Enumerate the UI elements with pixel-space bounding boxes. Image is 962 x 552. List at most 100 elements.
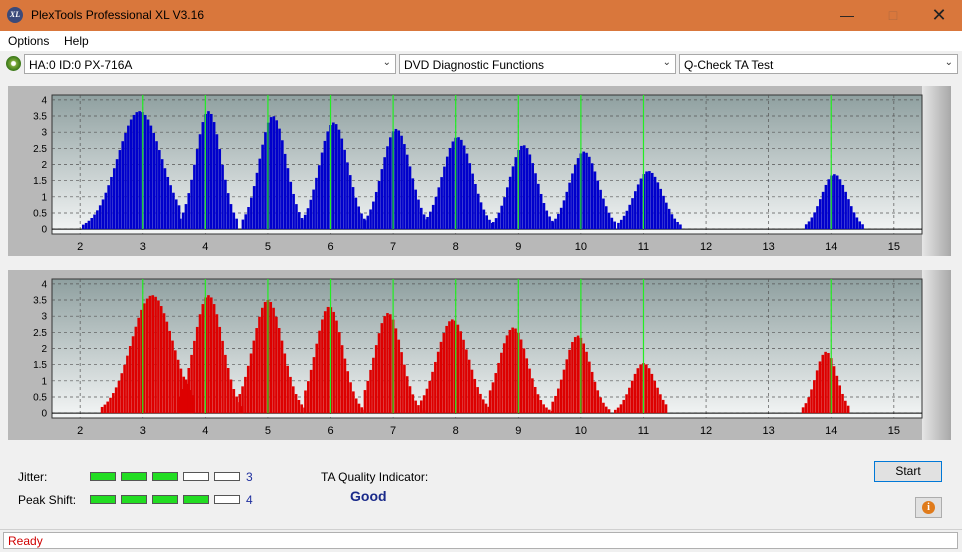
status-text: Ready: [8, 534, 43, 548]
histogram-bar: [224, 354, 227, 414]
histogram-bar: [369, 209, 372, 230]
histogram-bar: [272, 116, 276, 230]
histogram-bar: [593, 381, 597, 414]
histogram-bar: [275, 316, 278, 414]
histogram-bar: [502, 343, 506, 414]
histogram-bar: [397, 130, 401, 230]
histogram-bar: [631, 198, 634, 230]
histogram-bar: [394, 328, 398, 414]
histogram-bar: [833, 174, 836, 230]
x-tick-label: 9: [515, 425, 521, 437]
histogram-bar: [450, 319, 454, 414]
status-box: Ready: [3, 532, 958, 549]
histogram-bar: [143, 303, 146, 414]
histogram-bar: [511, 166, 515, 230]
histogram-bar: [112, 168, 116, 230]
histogram-bar: [292, 193, 295, 230]
histogram-bar: [659, 394, 662, 414]
histogram-bar: [143, 114, 147, 230]
histogram-bar: [613, 221, 616, 230]
x-tick-label: 13: [763, 241, 775, 253]
histogram-bar: [505, 335, 509, 414]
histogram-bar: [630, 380, 634, 414]
histogram-bar: [301, 219, 304, 230]
histogram-bar: [190, 179, 193, 230]
histogram-bar: [838, 179, 842, 230]
histogram-bar: [388, 137, 392, 230]
histogram-bar: [824, 351, 827, 414]
histogram-bar: [363, 220, 367, 230]
title-bar: XL PlexTools Professional XL V3.16 — □ ✕: [0, 0, 962, 31]
histogram-bar: [494, 373, 498, 414]
histogram-bar: [187, 193, 191, 230]
histogram-bar: [174, 199, 178, 230]
histogram-bar: [297, 212, 301, 230]
histogram-bar: [405, 376, 409, 414]
histogram-bar: [280, 340, 284, 414]
histogram-bar: [434, 196, 438, 230]
histogram-bar: [488, 390, 492, 414]
histogram-bar: [568, 182, 571, 230]
x-tick-label: 12: [700, 425, 712, 437]
histogram-bar: [212, 122, 216, 230]
histogram-bar: [818, 361, 822, 414]
maximize-icon[interactable]: □: [888, 7, 898, 23]
histogram-bar: [363, 390, 367, 414]
histogram-bar: [315, 343, 319, 414]
y-tick-label: 1: [41, 376, 47, 387]
histogram-bar: [676, 221, 679, 230]
histogram-bar: [168, 330, 171, 414]
histogram-bar: [593, 171, 597, 230]
histogram-bar: [419, 400, 423, 414]
test-select-value: Q-Check TA Test: [684, 58, 774, 72]
menu-help[interactable]: Help: [64, 34, 89, 48]
start-button[interactable]: Start: [874, 461, 942, 482]
histogram-bar: [858, 221, 862, 230]
histogram-bar: [531, 163, 534, 230]
histogram-bar: [179, 396, 182, 414]
drive-select-value: HA:0 ID:0 PX-716A: [29, 58, 133, 72]
histogram-bar: [559, 379, 563, 414]
histogram-bar: [573, 164, 577, 230]
histogram-bar: [366, 380, 370, 414]
histogram-bar: [667, 208, 671, 230]
histogram-bar: [380, 169, 384, 230]
menu-options[interactable]: Options: [8, 34, 50, 48]
x-tick-label: 5: [265, 425, 271, 437]
histogram-bar: [596, 390, 600, 414]
y-tick-label: 3: [41, 128, 47, 139]
histogram-bar: [294, 394, 298, 414]
function-select[interactable]: DVD Diagnostic Functions ⌄: [399, 54, 676, 74]
histogram-bar: [351, 187, 355, 230]
x-tick-label: 5: [265, 241, 271, 253]
histogram-bar: [312, 189, 315, 230]
histogram-bar: [855, 217, 859, 230]
histogram-bar: [226, 193, 230, 230]
histogram-bar: [847, 199, 850, 230]
histogram-bar: [357, 403, 361, 414]
histogram-bar: [457, 137, 460, 230]
y-tick-label: 4: [41, 279, 47, 290]
minimize-icon[interactable]: —: [840, 7, 854, 23]
histogram-bar: [482, 209, 486, 230]
histogram-bar: [813, 380, 816, 414]
histogram-bar: [323, 140, 327, 230]
histogram-bar: [157, 300, 160, 414]
histogram-bar: [244, 214, 248, 230]
histogram-bar: [154, 296, 157, 414]
histogram-bar: [417, 405, 420, 414]
histogram-bar: [281, 140, 284, 230]
close-icon[interactable]: ✕: [931, 5, 947, 25]
test-select[interactable]: Q-Check TA Test ⌄: [679, 54, 958, 74]
y-tick-label: 1.5: [33, 360, 47, 371]
histogram-bar: [209, 297, 213, 414]
drive-select[interactable]: HA:0 ID:0 PX-716A ⌄: [24, 54, 396, 74]
histogram-bar: [317, 165, 321, 230]
histogram-bar: [289, 181, 293, 230]
peak-shift-value: 4: [246, 493, 253, 507]
histogram-bar: [84, 222, 88, 230]
histogram-bar: [813, 212, 816, 230]
info-button[interactable]: i: [915, 497, 942, 518]
histogram-bar: [207, 111, 210, 230]
histogram-bar: [326, 131, 330, 230]
